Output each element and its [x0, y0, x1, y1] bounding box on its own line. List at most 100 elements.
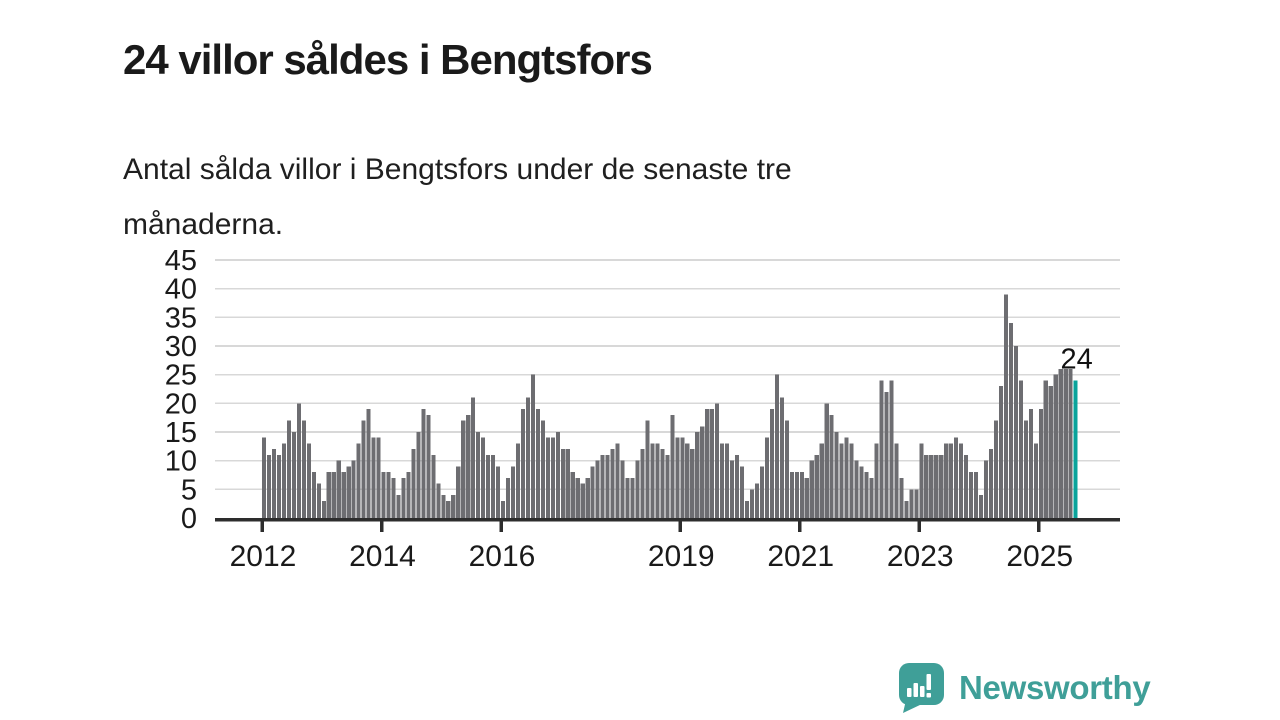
chart-bar [520, 409, 526, 518]
x-tick-label: 2016 [469, 540, 536, 573]
chart-bar [411, 449, 416, 518]
chart-bar [376, 437, 381, 518]
chart-bar [645, 420, 650, 518]
x-tick-label: 2021 [767, 540, 834, 573]
chart-bar [535, 409, 540, 518]
chart-bar [336, 460, 341, 518]
chart-bar [665, 454, 670, 518]
chart-bar [720, 443, 725, 518]
chart-bar [894, 443, 899, 518]
chart-bar [874, 443, 879, 518]
chart-bar [974, 472, 979, 518]
chart-bar [769, 409, 774, 518]
chart-bar [834, 432, 839, 518]
chart-bar [605, 454, 610, 518]
chart-bar [735, 454, 740, 518]
chart-bar [725, 443, 730, 518]
chart-bar [281, 443, 287, 518]
chart-bar [690, 449, 695, 518]
chart-bar [610, 449, 615, 518]
chart-bar [789, 472, 794, 518]
chart-bar [939, 454, 944, 518]
chart-bar [426, 414, 431, 518]
chart-bar [306, 443, 311, 518]
chart-bar [286, 420, 291, 518]
chart-bar [401, 477, 406, 518]
chart-bar [909, 489, 914, 518]
chart-bar [635, 460, 640, 518]
chart-bar [993, 420, 999, 518]
chart-bar [774, 374, 779, 518]
chart-bar [276, 454, 282, 518]
chart-bar [730, 460, 735, 518]
chart-bar [660, 449, 665, 518]
chart-bar [819, 443, 824, 518]
chart-bar [764, 437, 769, 518]
chart-bar [431, 454, 436, 518]
chart-bar [849, 443, 854, 518]
chart-bar [321, 500, 326, 518]
chart-bar [949, 443, 954, 518]
chart-bar [451, 495, 456, 518]
x-tick-label: 2019 [648, 540, 715, 573]
x-tick-label: 2023 [887, 540, 954, 573]
chart-bar [744, 500, 750, 518]
chart-bar [685, 443, 690, 518]
chart-bar [491, 454, 496, 518]
newsworthy-wordmark: Newsworthy [959, 669, 1151, 706]
chart-bar [954, 437, 959, 518]
chart-bar [1058, 368, 1063, 518]
chart-bar [341, 472, 346, 518]
chart-bar [705, 409, 710, 518]
chart-bar [904, 500, 909, 518]
chart-bar [396, 495, 401, 518]
chart-bar [715, 403, 720, 518]
chart-bar [346, 466, 351, 518]
y-tick-label: 30 [165, 331, 197, 363]
chart-bar [515, 443, 521, 518]
chart-bar [839, 443, 844, 518]
chart-bar [262, 437, 267, 518]
chart-bar [859, 466, 864, 518]
y-tick-label: 35 [165, 302, 197, 334]
chart-bar [540, 420, 545, 518]
chart-bar [1033, 443, 1038, 518]
x-tick-label: 2012 [230, 540, 297, 573]
chart-bar [356, 443, 361, 518]
chart-bar [879, 380, 884, 518]
chart-bar [545, 437, 550, 518]
chart-bar [809, 460, 814, 518]
chart-bar [471, 397, 476, 518]
chart-bar [570, 472, 575, 518]
chart-bar [530, 374, 535, 518]
chart-bar [964, 454, 969, 518]
chart-bar [969, 472, 974, 518]
newsworthy-logo-icon [899, 663, 944, 713]
chart-bar [510, 466, 516, 518]
chart-bar [979, 495, 984, 518]
chart-bar [386, 472, 391, 518]
chart-bar [1013, 346, 1018, 518]
chart-bar [929, 454, 934, 518]
chart-bar [301, 420, 306, 518]
chart-bar [1028, 409, 1033, 518]
chart-bar [1048, 386, 1053, 518]
chart-bar [959, 443, 964, 518]
chart-bar [525, 397, 530, 518]
chart-bar [749, 489, 755, 518]
chart-bar [446, 500, 451, 518]
chart-bar-current [1073, 380, 1078, 518]
chart-bar [1018, 380, 1023, 518]
chart-bar [1053, 374, 1058, 518]
chart-bar [655, 443, 660, 518]
chart-bar [501, 500, 506, 518]
chart-bar [505, 477, 511, 518]
chart-bar [998, 386, 1004, 518]
chart-bar [844, 437, 849, 518]
chart-title: 24 villor såldes i Bengtsfors [123, 36, 653, 84]
chart-bar [944, 443, 949, 518]
chart-bar [779, 397, 784, 518]
chart-bar [754, 483, 760, 518]
chart-bar [864, 472, 869, 518]
